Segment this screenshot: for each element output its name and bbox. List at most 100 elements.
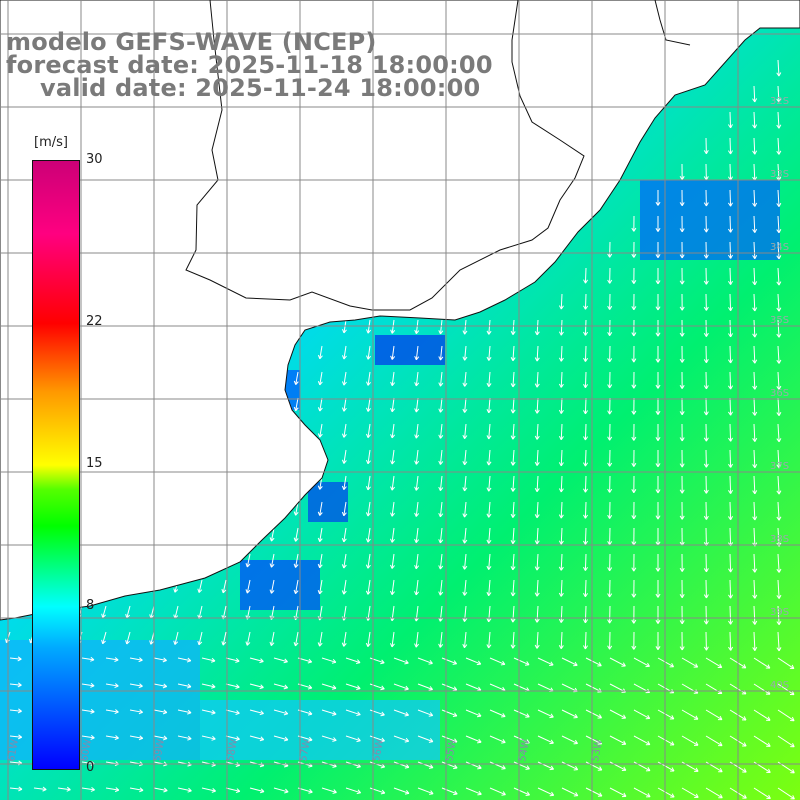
wind-arrow xyxy=(728,501,734,521)
wind-arrow xyxy=(631,605,637,624)
wind-arrow xyxy=(221,579,227,594)
wind-arrow xyxy=(534,475,540,493)
wind-arrow xyxy=(727,189,733,207)
longitude-label: 54W xyxy=(517,738,532,762)
wind-arrow xyxy=(341,397,347,412)
calm-wind-patch xyxy=(240,560,320,610)
wind-arrow xyxy=(681,657,699,668)
wind-arrow xyxy=(321,657,337,664)
wind-arrow xyxy=(558,631,564,650)
wind-arrow xyxy=(583,579,588,598)
wind-arrow xyxy=(225,683,240,689)
wind-arrow xyxy=(365,527,371,543)
calm-wind-patch xyxy=(200,700,440,760)
wind-arrow xyxy=(728,475,734,494)
wind-arrow xyxy=(414,423,420,439)
wind-arrow xyxy=(341,631,347,647)
wind-arrow xyxy=(9,682,22,688)
wind-arrow xyxy=(752,111,758,129)
wind-arrow xyxy=(438,527,444,544)
wind-arrow xyxy=(728,605,734,625)
wind-arrow xyxy=(776,85,782,103)
wind-arrow xyxy=(703,163,709,181)
wind-arrow xyxy=(679,501,685,520)
wind-arrow xyxy=(583,475,589,493)
wind-arrow xyxy=(153,657,167,663)
wind-arrow xyxy=(703,579,709,599)
wind-arrow xyxy=(776,371,782,390)
wind-arrow xyxy=(366,371,371,386)
wind-arrow xyxy=(465,709,482,718)
wind-arrow xyxy=(583,527,589,545)
wind-arrow xyxy=(510,527,516,545)
wind-arrow xyxy=(777,735,795,748)
wind-arrow xyxy=(273,735,289,742)
wind-arrow xyxy=(753,709,771,721)
wind-arrow xyxy=(703,241,709,259)
wind-arrow xyxy=(752,85,758,103)
wind-arrow xyxy=(585,657,602,667)
wind-arrow xyxy=(486,553,492,570)
wind-arrow xyxy=(438,475,444,492)
wind-arrow xyxy=(462,631,468,649)
wind-arrow xyxy=(321,683,337,690)
wind-arrow xyxy=(462,475,468,492)
wind-arrow xyxy=(462,345,468,361)
wind-arrow xyxy=(631,475,637,493)
wind-arrow xyxy=(9,734,23,740)
wind-arrow xyxy=(341,527,347,543)
wind-arrow xyxy=(679,631,685,651)
wind-arrow xyxy=(703,189,709,207)
wind-arrow xyxy=(537,657,554,666)
wind-arrow xyxy=(489,787,506,796)
wind-arrow xyxy=(414,449,420,465)
wind-arrow xyxy=(225,657,240,663)
wind-arrow xyxy=(510,319,516,335)
colorbar-tick-label: 0 xyxy=(86,760,95,775)
wind-arrow xyxy=(561,735,578,745)
wind-arrow xyxy=(657,787,675,798)
wind-arrow xyxy=(631,423,637,441)
wind-arrow xyxy=(534,345,540,362)
wind-arrow xyxy=(607,267,613,284)
wind-arrow xyxy=(558,293,564,310)
wind-arrow xyxy=(417,709,434,717)
wind-arrow xyxy=(510,553,516,571)
wind-arrow xyxy=(534,631,540,649)
wind-arrow xyxy=(558,475,564,493)
wind-arrow xyxy=(441,683,458,691)
wind-arrow xyxy=(390,345,396,360)
wind-arrow xyxy=(393,657,409,665)
wind-arrow xyxy=(534,423,540,440)
wind-arrow xyxy=(486,605,492,623)
wind-arrow xyxy=(317,423,323,438)
wind-arrow xyxy=(465,735,482,744)
wind-arrow xyxy=(753,735,771,747)
wind-arrow xyxy=(727,111,733,129)
wind-arrow xyxy=(776,423,782,443)
wind-arrow xyxy=(537,709,554,719)
wind-arrow xyxy=(462,579,468,596)
wind-arrow xyxy=(561,761,579,771)
wind-arrow xyxy=(631,631,637,650)
wind-arrow xyxy=(390,423,396,439)
wind-arrow xyxy=(365,449,371,465)
wind-arrow xyxy=(752,215,758,233)
wind-arrow xyxy=(776,501,782,521)
wind-arrow xyxy=(438,319,444,335)
wind-arrow xyxy=(486,319,492,335)
wind-arrow xyxy=(177,709,192,715)
wind-arrow xyxy=(752,449,758,469)
wind-arrow xyxy=(462,423,468,440)
wind-arrow xyxy=(513,709,530,718)
wind-arrow xyxy=(365,553,371,569)
wind-arrow xyxy=(776,137,782,155)
latitude-label: 33S xyxy=(770,169,789,180)
wind-arrow xyxy=(393,683,409,691)
wind-arrow xyxy=(777,657,795,670)
wind-arrow xyxy=(631,449,637,467)
wind-arrow xyxy=(776,345,782,364)
wind-arrow xyxy=(197,631,203,646)
wind-arrow xyxy=(655,501,661,520)
wind-arrow xyxy=(365,475,371,491)
